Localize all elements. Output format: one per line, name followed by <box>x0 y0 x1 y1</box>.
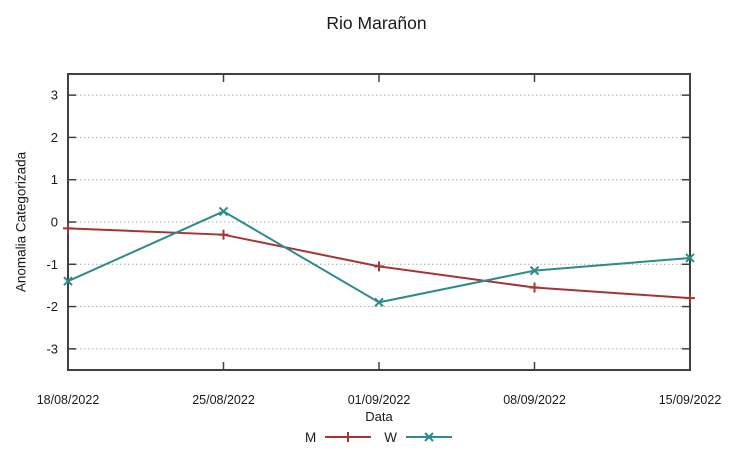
legend-item-M: M <box>305 430 372 445</box>
legend-sample-W <box>406 432 452 442</box>
plus-marker <box>529 282 540 293</box>
series-W <box>63 206 695 308</box>
x-tick-label: 08/09/2022 <box>503 393 566 407</box>
cross-marker <box>63 276 73 286</box>
cross-marker <box>218 206 229 217</box>
plus-marker <box>343 432 354 442</box>
legend-sample-M <box>325 432 372 442</box>
y-tick-label: 2 <box>51 130 58 145</box>
series-line-W <box>67 210 691 304</box>
plot-border <box>67 73 691 371</box>
x-tick-label: 01/09/2022 <box>348 393 411 407</box>
series-M <box>63 223 695 304</box>
plus-marker <box>685 293 695 304</box>
x-axis-label: Data <box>365 409 393 424</box>
plus-marker <box>63 223 73 234</box>
y-tick-label: -3 <box>46 341 58 356</box>
y-tick-label: -2 <box>46 299 58 314</box>
plus-marker <box>374 261 384 272</box>
cross-marker <box>424 432 434 442</box>
legend-item-W: W <box>384 430 453 445</box>
y-tick-label: -1 <box>46 257 58 272</box>
cross-marker <box>374 297 384 308</box>
y-tick-label: 0 <box>51 215 58 230</box>
cross-marker <box>685 253 695 263</box>
x-tick-label: 25/08/2022 <box>192 393 255 407</box>
y-tick-label: 3 <box>51 88 58 103</box>
y-tick-label: 1 <box>51 172 58 187</box>
x-tick-label: 15/09/2022 <box>659 393 722 407</box>
legend-label-W: W <box>384 429 397 445</box>
cross-marker <box>529 265 540 276</box>
chart-title: Rio Marañon <box>326 13 427 33</box>
plus-marker <box>218 229 229 240</box>
legend-label-M: M <box>305 429 317 445</box>
x-tick-label: 18/08/2022 <box>37 393 100 407</box>
